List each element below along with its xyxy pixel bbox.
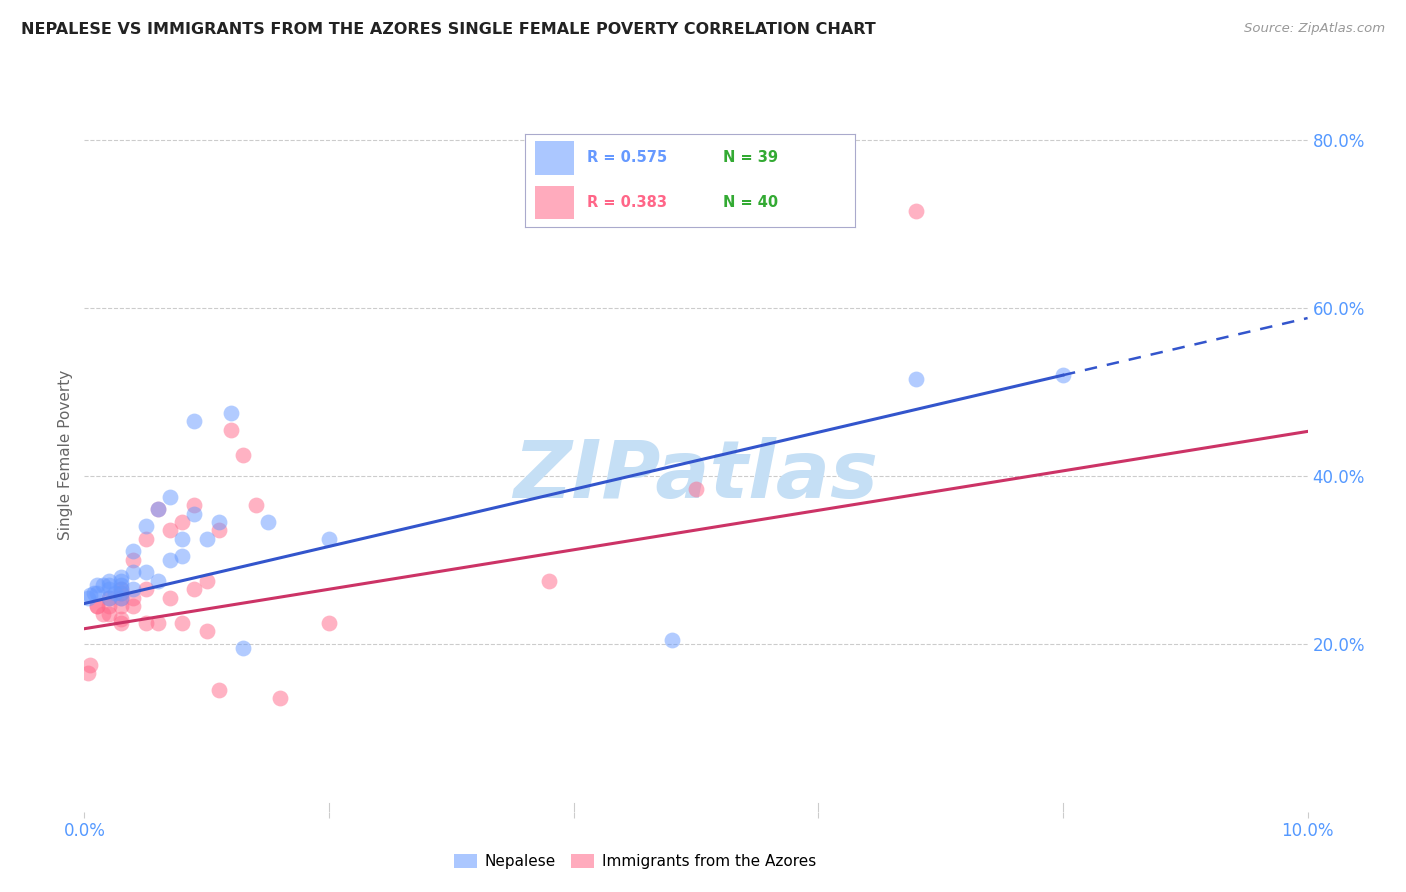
Point: [159, 553, 181, 567]
Point: [172, 549, 194, 563]
Y-axis label: Single Female Poverty: Single Female Poverty: [58, 370, 73, 540]
Point: [232, 640, 254, 655]
Point: [183, 582, 205, 597]
Point: [110, 582, 132, 597]
Legend: Nepalese, Immigrants from the Azores: Nepalese, Immigrants from the Azores: [447, 848, 823, 875]
Point: [172, 532, 194, 546]
Point: [122, 582, 145, 597]
Text: NEPALESE VS IMMIGRANTS FROM THE AZORES SINGLE FEMALE POVERTY CORRELATION CHART: NEPALESE VS IMMIGRANTS FROM THE AZORES S…: [21, 22, 876, 37]
Point: [97, 578, 120, 592]
Point: [122, 566, 145, 580]
Point: [97, 582, 120, 597]
Point: [122, 591, 145, 605]
Point: [135, 582, 157, 597]
Point: [110, 599, 132, 613]
Point: [122, 599, 145, 613]
Point: [257, 515, 280, 529]
Point: [159, 524, 181, 538]
Point: [104, 586, 127, 600]
Point: [159, 490, 181, 504]
Point: [183, 414, 205, 428]
Point: [110, 586, 132, 600]
Text: ZIPatlas: ZIPatlas: [513, 437, 879, 516]
Point: [232, 448, 254, 462]
Point: [172, 515, 194, 529]
Point: [91, 607, 114, 622]
Point: [97, 591, 120, 605]
Point: [83, 586, 105, 600]
Point: [318, 532, 340, 546]
Point: [110, 615, 132, 630]
Point: [219, 406, 242, 420]
Point: [110, 578, 132, 592]
Point: [183, 498, 205, 512]
Point: [146, 502, 169, 516]
Point: [661, 632, 683, 647]
Point: [269, 691, 291, 706]
Point: [110, 569, 132, 583]
Point: [208, 515, 231, 529]
Point: [110, 591, 132, 605]
Point: [135, 615, 157, 630]
Point: [110, 591, 132, 605]
Point: [146, 615, 169, 630]
Point: [110, 586, 132, 600]
Point: [685, 482, 707, 496]
Text: Source: ZipAtlas.com: Source: ZipAtlas.com: [1244, 22, 1385, 36]
Point: [97, 591, 120, 605]
Point: [110, 582, 132, 597]
Point: [195, 532, 218, 546]
Point: [79, 657, 101, 672]
Point: [91, 578, 114, 592]
Point: [77, 666, 100, 681]
Point: [195, 574, 218, 588]
Point: [245, 498, 267, 512]
Point: [86, 586, 108, 600]
Point: [146, 502, 169, 516]
Point: [122, 553, 145, 567]
Point: [183, 507, 205, 521]
Point: [86, 599, 108, 613]
Point: [905, 372, 928, 386]
Point: [110, 574, 132, 588]
Point: [1052, 368, 1074, 383]
Point: [905, 204, 928, 219]
Point: [77, 591, 100, 605]
Point: [86, 578, 108, 592]
Point: [219, 423, 242, 437]
Point: [86, 599, 108, 613]
Point: [146, 574, 169, 588]
Point: [135, 566, 157, 580]
Point: [135, 532, 157, 546]
Point: [97, 599, 120, 613]
Point: [122, 544, 145, 558]
Point: [208, 683, 231, 698]
Point: [110, 612, 132, 626]
Point: [159, 591, 181, 605]
Point: [172, 615, 194, 630]
Point: [97, 607, 120, 622]
Point: [318, 615, 340, 630]
Point: [208, 524, 231, 538]
Point: [135, 519, 157, 533]
Point: [538, 574, 561, 588]
Point: [97, 574, 120, 588]
Point: [79, 588, 101, 602]
Point: [195, 624, 218, 639]
